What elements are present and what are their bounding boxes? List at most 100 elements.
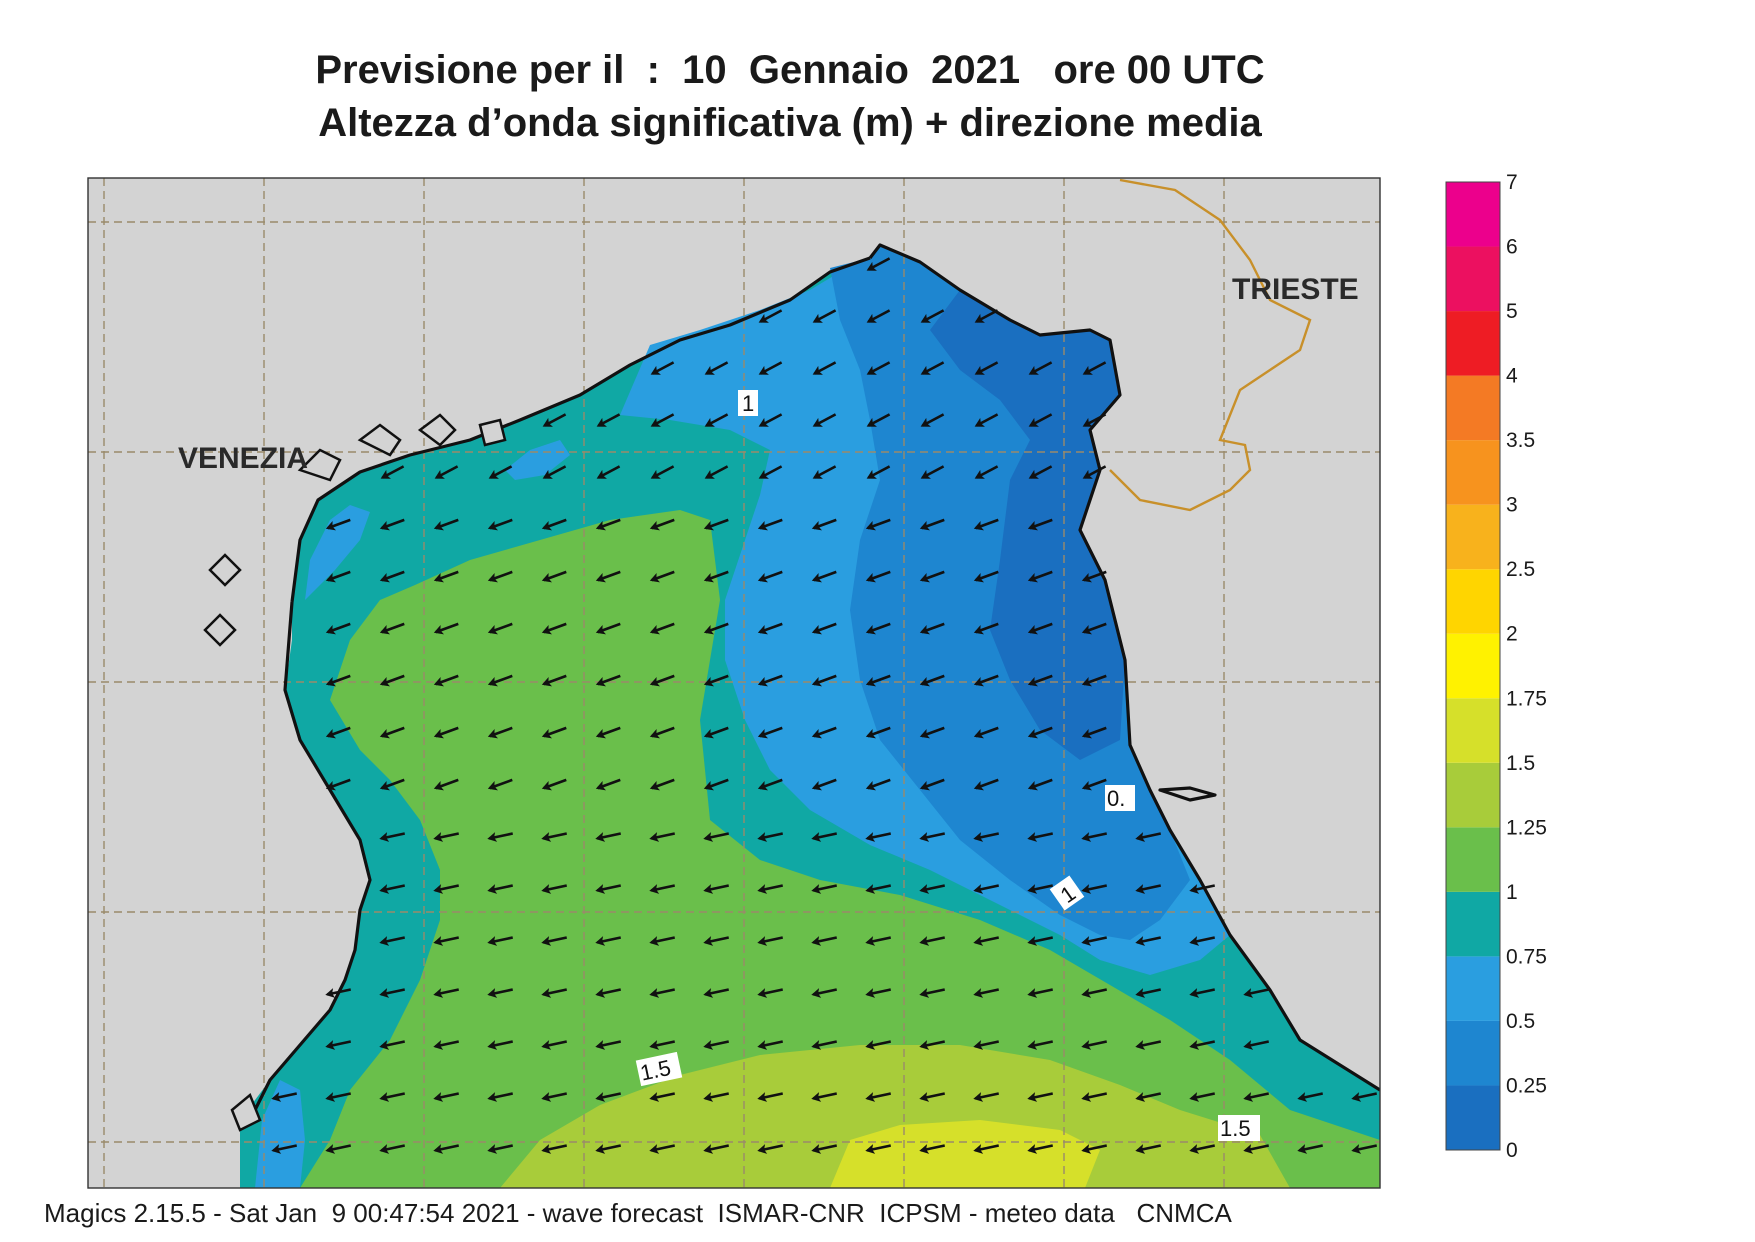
direction-arrow	[1243, 1144, 1270, 1154]
colorbar-tick-label: 1.75	[1506, 687, 1547, 710]
direction-arrow	[866, 361, 891, 375]
direction-arrow	[649, 622, 675, 635]
direction-arrow	[487, 674, 513, 687]
map-frame	[87, 177, 1381, 1189]
direction-arrow	[1135, 832, 1162, 842]
direction-arrow	[649, 1092, 676, 1102]
colorbar-tick-label: 2.5	[1506, 558, 1535, 581]
direction-arrow	[919, 884, 946, 894]
direction-arrow	[920, 361, 945, 375]
direction-arrow	[973, 884, 1000, 894]
direction-arrow	[433, 1144, 460, 1154]
direction-arrow	[325, 674, 351, 687]
direction-arrow	[541, 518, 567, 531]
direction-arrow	[488, 465, 513, 479]
direction-arrow	[973, 1144, 1000, 1154]
direction-arrow	[541, 988, 568, 998]
direction-arrow	[919, 726, 945, 739]
direction-arrow	[1027, 988, 1054, 998]
direction-arrow	[380, 465, 405, 479]
direction-arrow	[757, 884, 784, 894]
direction-arrow	[595, 726, 621, 739]
direction-arrow	[919, 1040, 946, 1050]
direction-arrow	[865, 1040, 892, 1050]
colorbar-swatch	[1446, 698, 1500, 763]
direction-arrow	[703, 570, 729, 583]
direction-arrow	[757, 570, 783, 583]
direction-arrow	[757, 518, 783, 531]
direction-arrow	[866, 465, 891, 479]
direction-arrow	[1189, 1092, 1216, 1102]
direction-arrow	[487, 518, 513, 531]
chart-title-line1: Previsione per il : 10 Gennaio 2021 ore …	[315, 48, 1265, 92]
direction-arrow	[595, 518, 621, 531]
direction-arrow	[1081, 570, 1107, 583]
colorbar-swatch	[1446, 375, 1500, 441]
direction-arrow	[703, 936, 730, 946]
direction-arrow	[757, 778, 783, 791]
direction-arrow	[1027, 1040, 1054, 1050]
direction-arrow	[973, 570, 999, 583]
direction-arrow	[865, 570, 891, 583]
direction-arrow	[595, 1144, 622, 1154]
direction-arrow	[541, 1040, 568, 1050]
direction-arrow	[865, 778, 891, 791]
direction-arrow	[1243, 988, 1270, 998]
direction-arrow	[595, 1092, 622, 1102]
direction-arrow	[433, 988, 460, 998]
direction-arrow	[865, 674, 891, 687]
colorbar-tick-label: 3.5	[1506, 429, 1535, 452]
direction-arrow	[487, 832, 514, 842]
direction-arrow	[703, 884, 730, 894]
direction-arrow	[271, 1144, 298, 1154]
direction-arrow	[811, 832, 838, 842]
direction-arrow	[1082, 361, 1107, 375]
direction-arrow	[649, 778, 675, 791]
direction-arrow	[434, 465, 459, 479]
direction-arrow	[325, 1040, 352, 1050]
direction-arrow	[1189, 1144, 1216, 1154]
direction-arrow	[865, 988, 892, 998]
direction-arrow	[1243, 1040, 1270, 1050]
direction-arrow	[541, 832, 568, 842]
direction-arrow	[757, 1040, 784, 1050]
direction-arrow	[596, 413, 621, 427]
direction-arrow	[973, 726, 999, 739]
direction-arrow	[811, 570, 837, 583]
direction-arrow	[595, 1040, 622, 1050]
direction-arrow	[595, 884, 622, 894]
direction-arrow	[649, 726, 675, 739]
direction-arrow	[1082, 413, 1107, 427]
direction-arrow	[379, 988, 406, 998]
direction-arrow	[866, 257, 891, 271]
direction-arrow	[1028, 361, 1053, 375]
direction-arrow	[650, 465, 675, 479]
colorbar-tick-label: 3	[1506, 494, 1518, 517]
direction-arrow	[919, 936, 946, 946]
direction-arrow	[1135, 988, 1162, 998]
place-names: VENEZIA TRIESTE	[178, 273, 1359, 475]
direction-arrow	[919, 570, 945, 583]
direction-arrow	[433, 1040, 460, 1050]
direction-arrow	[596, 465, 621, 479]
colorbar-tick-label: 6	[1506, 236, 1518, 259]
direction-arrow	[973, 674, 999, 687]
direction-arrow	[1027, 884, 1054, 894]
direction-arrow	[487, 622, 513, 635]
direction-arrow	[1189, 936, 1216, 946]
direction-arrow	[379, 884, 406, 894]
direction-arrow	[487, 726, 513, 739]
direction-arrow	[541, 1144, 568, 1154]
direction-arrow	[919, 1092, 946, 1102]
coastline	[248, 243, 1380, 1121]
direction-arrow	[919, 622, 945, 635]
direction-arrow	[973, 1092, 1000, 1102]
direction-arrow	[271, 1092, 298, 1102]
direction-arrow	[325, 988, 352, 998]
direction-arrow	[1081, 674, 1107, 687]
direction-arrow	[811, 674, 837, 687]
graticule	[88, 178, 1380, 1188]
direction-arrow	[1027, 518, 1053, 531]
direction-arrow	[758, 361, 783, 375]
direction-arrow	[757, 674, 783, 687]
